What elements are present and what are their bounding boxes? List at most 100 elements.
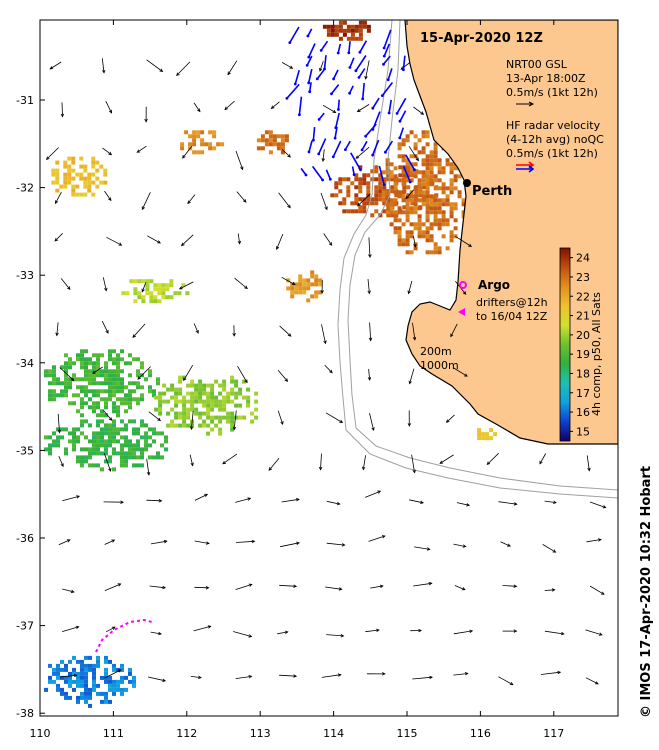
current-arrow bbox=[235, 498, 251, 503]
current-arrow bbox=[176, 61, 191, 76]
sst-pixel bbox=[260, 138, 265, 143]
colorbar-tick-label: 16 bbox=[576, 406, 590, 419]
hf-arrow-head bbox=[321, 178, 324, 182]
current-arrow-head bbox=[323, 340, 327, 345]
sst-pixel bbox=[234, 395, 239, 400]
sst-pixel bbox=[68, 431, 72, 436]
sst-pixel bbox=[112, 679, 116, 684]
sst-pixel bbox=[389, 198, 394, 203]
sst-pixel bbox=[100, 381, 104, 386]
sst-pixel bbox=[76, 459, 80, 464]
current-arrow-head bbox=[55, 332, 59, 337]
sst-pixel bbox=[96, 431, 100, 436]
sst-pixel bbox=[366, 24, 371, 29]
current-arrow bbox=[237, 233, 241, 244]
sst-pixel bbox=[409, 194, 414, 199]
current-arrow-head bbox=[329, 369, 333, 374]
sst-pixel bbox=[132, 397, 136, 402]
hf-arrow bbox=[334, 126, 338, 139]
sst-pixel bbox=[67, 156, 72, 161]
sst-pixel bbox=[178, 387, 183, 392]
sst-pixel bbox=[52, 671, 56, 676]
current-arrow-head bbox=[407, 423, 412, 427]
sst-pixel bbox=[64, 679, 68, 684]
hf-arrow bbox=[308, 43, 316, 58]
sst-pixel bbox=[401, 154, 406, 159]
sst-pixel bbox=[238, 403, 243, 408]
sst-pixel bbox=[181, 283, 186, 288]
sst-pixel bbox=[84, 401, 88, 406]
hf-arrow-head bbox=[348, 91, 351, 95]
current-arrow-head bbox=[197, 108, 201, 113]
current-arrow bbox=[281, 276, 296, 285]
sst-pixel bbox=[378, 193, 383, 198]
sst-pixel bbox=[64, 695, 68, 700]
sst-pixel bbox=[104, 667, 108, 672]
sst-pixel bbox=[334, 24, 339, 29]
current-arrow-head bbox=[291, 281, 296, 286]
hf-arrow-head bbox=[371, 153, 375, 157]
sst-pixel bbox=[421, 150, 426, 155]
sst-pixel bbox=[84, 459, 88, 464]
sst-pixel bbox=[306, 278, 311, 283]
current-arrow-head bbox=[73, 673, 78, 678]
sst-pixel bbox=[425, 238, 430, 243]
current-arrow-head bbox=[469, 629, 474, 634]
sst-pixel bbox=[120, 419, 124, 424]
sst-pixel bbox=[84, 361, 88, 366]
sst-pixel bbox=[132, 381, 136, 386]
current-arrow-head bbox=[341, 543, 346, 547]
sst-pixel bbox=[104, 691, 108, 696]
sst-pixel bbox=[64, 675, 68, 680]
sst-pixel bbox=[112, 369, 116, 374]
hf-arrow bbox=[382, 55, 391, 65]
sst-pixel bbox=[445, 158, 450, 163]
sst-pixel bbox=[144, 423, 148, 428]
sst-pixel bbox=[72, 361, 76, 366]
sst-pixel bbox=[429, 206, 434, 211]
isobath-1000m bbox=[337, 20, 618, 499]
sst-pixel bbox=[80, 365, 84, 370]
sst-pixel bbox=[405, 210, 410, 215]
sst-pixel bbox=[177, 291, 182, 296]
current-arrow bbox=[322, 149, 325, 162]
current-arrow bbox=[413, 582, 432, 587]
current-arrow bbox=[320, 453, 322, 470]
sst-pixel bbox=[79, 164, 84, 169]
sst-pixel bbox=[429, 194, 434, 199]
current-arrow-head bbox=[195, 329, 199, 334]
sst-pixel bbox=[64, 381, 68, 386]
sst-pixel bbox=[218, 403, 223, 408]
sst-pixel bbox=[425, 178, 430, 183]
x-tick-label: 111 bbox=[103, 727, 124, 740]
sst-pixel bbox=[425, 134, 430, 139]
current-arrow bbox=[369, 322, 372, 341]
current-arrow-head bbox=[320, 290, 324, 294]
sst-pixel bbox=[48, 451, 52, 456]
sst-pixel bbox=[108, 699, 112, 704]
sst-pixel bbox=[405, 206, 410, 211]
sst-pixel bbox=[170, 419, 175, 424]
sst-pixel bbox=[116, 377, 120, 382]
current-arrow bbox=[277, 369, 288, 382]
hf-arrow bbox=[308, 140, 313, 153]
hf-arrow bbox=[405, 154, 416, 171]
sst-pixel bbox=[338, 20, 343, 25]
sst-pixel bbox=[202, 423, 207, 428]
sst-pixel bbox=[433, 154, 438, 159]
sst-pixel bbox=[116, 385, 120, 390]
sst-pixel bbox=[120, 447, 124, 452]
sst-pixel bbox=[397, 142, 402, 147]
current-arrow-head bbox=[408, 380, 412, 385]
current-arrow-head bbox=[513, 629, 518, 633]
sst-pixel bbox=[210, 407, 215, 412]
sst-pixel bbox=[132, 679, 136, 684]
sst-pixel bbox=[165, 295, 170, 300]
sst-pixel bbox=[60, 435, 64, 440]
sst-pixel bbox=[64, 353, 68, 358]
current-arrow-head bbox=[248, 634, 253, 638]
hf-arrow-head bbox=[386, 78, 390, 82]
sst-pixel bbox=[121, 291, 126, 296]
sst-pixel bbox=[214, 415, 219, 420]
